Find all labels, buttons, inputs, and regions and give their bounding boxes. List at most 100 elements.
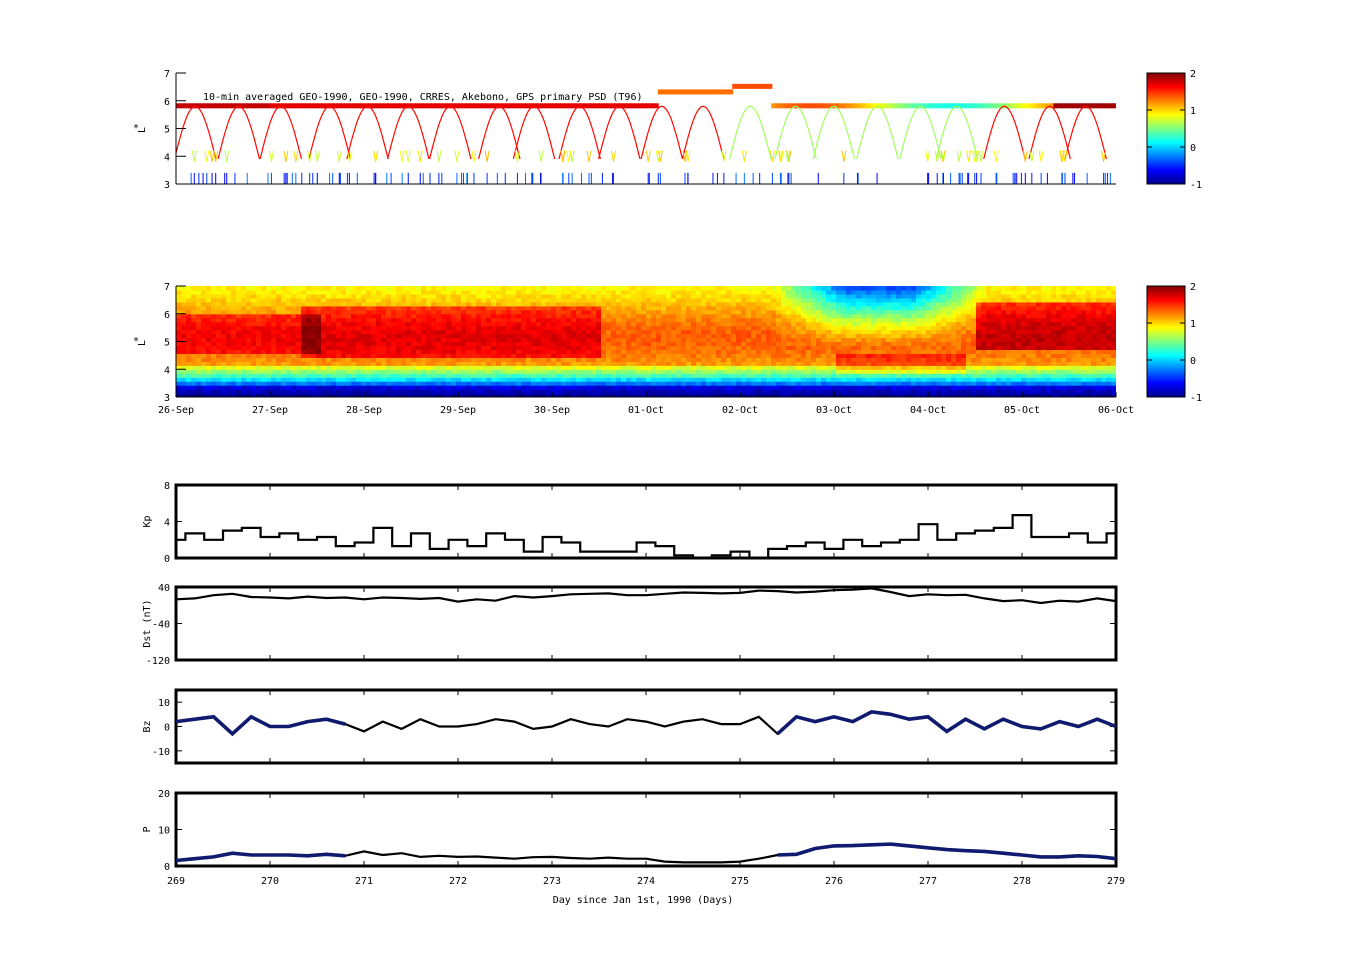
heat-cell xyxy=(771,357,777,362)
heat-cell xyxy=(836,353,842,358)
heat-cell xyxy=(666,293,672,299)
heat-cell xyxy=(576,286,582,291)
heat-cell xyxy=(231,333,237,339)
geo-track-point xyxy=(877,103,883,109)
heat-cell xyxy=(276,361,282,366)
heat-cell xyxy=(886,286,892,291)
heat-cell xyxy=(256,345,262,351)
heat-cell xyxy=(751,337,757,343)
heat-cell xyxy=(466,385,472,390)
heat-cell xyxy=(531,365,537,370)
heat-cell xyxy=(206,305,212,311)
heat-cell xyxy=(536,381,542,386)
heat-cell xyxy=(221,357,227,362)
heat-cell xyxy=(481,337,487,343)
heat-cell xyxy=(296,313,302,319)
geo-track-point xyxy=(986,103,992,109)
heat-cell xyxy=(191,301,197,307)
heat-cell xyxy=(741,365,747,370)
geo-track-point xyxy=(775,103,781,109)
heat-cell xyxy=(616,385,622,390)
heat-cell xyxy=(876,373,882,378)
heat-cell xyxy=(956,365,962,370)
heat-cell xyxy=(211,297,217,303)
heat-cell xyxy=(286,341,292,347)
heat-cell xyxy=(766,286,772,291)
heat-cell xyxy=(416,373,422,378)
heat-cell xyxy=(446,369,452,374)
heat-cell xyxy=(556,313,562,319)
heat-cell xyxy=(826,337,832,343)
heat-cell xyxy=(811,317,817,323)
heat-cell xyxy=(726,317,732,323)
heat-cell xyxy=(341,325,347,331)
heat-cell xyxy=(776,377,782,382)
heat-cell xyxy=(231,289,237,295)
heat-cell xyxy=(266,357,272,362)
heat-cell xyxy=(881,381,887,386)
heat-cell xyxy=(186,317,192,323)
heat-cell xyxy=(336,385,342,390)
heat-cell xyxy=(601,333,607,339)
mid-l-tick xyxy=(209,150,215,162)
heat-cell xyxy=(176,377,182,382)
heat-cell xyxy=(781,393,787,397)
heat-cell xyxy=(491,286,497,291)
geo-track-point xyxy=(626,103,632,109)
heat-cell xyxy=(781,385,787,390)
heat-cell xyxy=(311,389,317,394)
ytick-label: 6 xyxy=(164,97,170,108)
heat-cell xyxy=(816,309,822,315)
heat-cell xyxy=(661,377,667,382)
heat-cell xyxy=(906,293,912,299)
mid-l-tick xyxy=(405,150,411,162)
heat-cell xyxy=(366,286,372,291)
heat-cell xyxy=(236,321,242,327)
heat-cell xyxy=(611,309,617,315)
heat-cell xyxy=(426,389,432,394)
heat-cell xyxy=(581,337,587,343)
heat-cell xyxy=(716,349,722,354)
heat-cell xyxy=(436,337,442,343)
heat-cell xyxy=(636,325,642,331)
mid-l-tick xyxy=(213,150,219,162)
heat-cell xyxy=(746,313,752,319)
heat-cell xyxy=(561,309,567,315)
geo-track-point xyxy=(728,89,734,95)
heat-cell xyxy=(886,381,892,386)
heat-cell xyxy=(421,341,427,347)
heat-cell xyxy=(701,301,707,307)
heat-cell xyxy=(646,345,652,351)
heat-cell xyxy=(191,309,197,315)
heat-cell xyxy=(596,293,602,299)
heat-cell xyxy=(491,309,497,315)
heat-cell xyxy=(846,317,852,323)
heat-cell xyxy=(426,341,432,347)
heat-cell xyxy=(931,341,937,347)
heat-cell xyxy=(306,293,312,299)
heat-cell xyxy=(396,385,402,390)
heat-cell xyxy=(651,293,657,299)
heat-cell xyxy=(696,393,702,397)
heat-cell xyxy=(406,297,412,303)
heat-cell xyxy=(661,373,667,378)
heat-cell xyxy=(936,389,942,394)
heat-cell xyxy=(756,393,762,397)
heat-cell xyxy=(771,309,777,315)
heat-cell xyxy=(971,297,977,303)
heat-cell xyxy=(281,297,287,303)
heat-cell xyxy=(811,309,817,315)
heat-cell xyxy=(651,381,657,386)
heat-cell xyxy=(551,337,557,343)
heat-cell xyxy=(596,301,602,307)
geo-track-point xyxy=(646,103,651,109)
heat-cell xyxy=(566,286,572,291)
heat-cell xyxy=(941,361,947,366)
heat-cell xyxy=(276,369,282,374)
heat-cell xyxy=(391,365,397,370)
heat-cell xyxy=(731,349,737,354)
heat-cell xyxy=(786,393,792,397)
geo-track-point xyxy=(884,103,890,109)
heat-cell xyxy=(936,349,942,354)
geo-track-point xyxy=(685,89,691,95)
